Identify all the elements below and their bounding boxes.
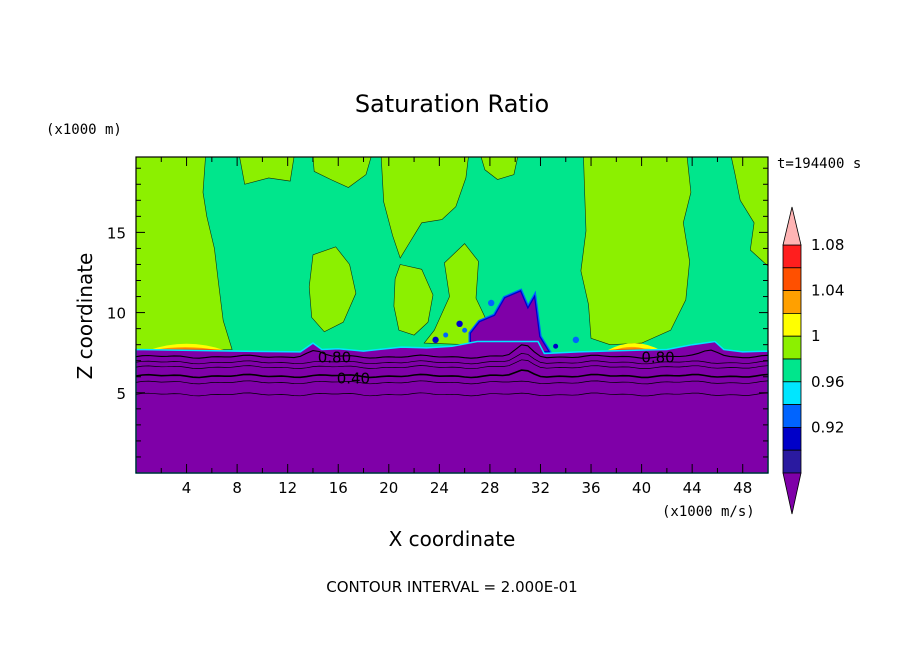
green-region — [580, 156, 692, 346]
colorbar-swatch — [782, 267, 802, 291]
contour-interval-note: CONTOUR INTERVAL = 2.000E-01 — [326, 578, 577, 596]
x-tick-label: 4 — [182, 479, 192, 497]
x-tick-label: 8 — [232, 479, 242, 497]
contour-line — [135, 359, 769, 370]
colorbar-swatch — [782, 358, 802, 383]
cloud-speck — [553, 343, 559, 349]
y-tick-label: 10 — [107, 305, 126, 323]
x-tick-label: 12 — [278, 479, 297, 497]
colorbar-swatch — [782, 381, 802, 405]
colorbar-swatch — [782, 449, 802, 474]
x-tick-label: 28 — [480, 479, 499, 497]
colorbar-swatch — [782, 404, 802, 428]
x-tick-label: 32 — [531, 479, 550, 497]
plot-frame — [135, 156, 769, 474]
contour-line — [135, 369, 769, 379]
cloud-speck — [487, 299, 495, 307]
colorbar-bottom-arrow — [782, 472, 802, 515]
time-label: t=194400 s — [777, 156, 861, 172]
green-region — [393, 264, 434, 336]
colorbar-tick-label: 0.96 — [811, 373, 844, 391]
colorbar-swatch — [782, 312, 802, 337]
colorbar-tick-label: 1.04 — [811, 282, 844, 300]
dry-layer-edge — [135, 340, 769, 474]
colorbar-swatch — [782, 335, 802, 360]
colorbar-swatch — [782, 426, 802, 451]
x-tick-label: 24 — [430, 479, 449, 497]
y-axis-ticks: 5 10 15 — [107, 167, 768, 458]
plot-area: 0.80 0.80 0.40 — [135, 156, 769, 474]
x-tick-label: 40 — [632, 479, 651, 497]
saturation-field — [135, 156, 769, 474]
colorbar-tick-label: 0.92 — [811, 418, 844, 436]
colorbar-tick-label: 1 — [811, 327, 821, 345]
cloud-tower — [471, 291, 549, 352]
contour-label: 0.80 — [318, 349, 351, 367]
x-tick-label: 48 — [733, 479, 752, 497]
contour-line — [135, 353, 769, 365]
y-unit-label: (x1000 m) — [46, 122, 122, 138]
chart-title: Saturation Ratio — [355, 90, 549, 118]
y-tick-label: 5 — [116, 385, 126, 403]
cloud-speck — [456, 320, 463, 328]
x-axis-ticks: 4 8 12 16 20 24 28 32 36 40 44 48 — [160, 157, 752, 497]
cloud-speck — [462, 327, 468, 333]
contour-line — [135, 392, 769, 397]
dry-layer — [136, 341, 768, 473]
y-tick-label: 15 — [107, 224, 126, 242]
contour-lines — [135, 344, 769, 397]
green-region — [380, 156, 469, 259]
colorbar-swatch — [782, 244, 802, 269]
colorbar-tick-label: 1.08 — [811, 236, 844, 254]
x-tick-label: 16 — [329, 479, 348, 497]
green-region — [308, 246, 357, 333]
cloud-speck — [432, 336, 439, 344]
cloud-speck — [443, 332, 449, 338]
colorbar-swatch — [782, 290, 802, 314]
contour-line — [135, 344, 769, 359]
contour-line — [135, 380, 769, 385]
x-unit-label: (x1000 m/s) — [662, 504, 755, 520]
contour-label: 0.80 — [641, 349, 674, 367]
contour-labels: 0.80 0.80 0.40 — [318, 349, 675, 388]
contour-label: 0.40 — [337, 369, 370, 387]
x-axis-label: X coordinate — [389, 527, 516, 551]
colorbar-top-arrow — [782, 206, 802, 246]
x-tick-label: 20 — [379, 479, 398, 497]
colorbar: 0.92 0.96 1 1.04 1.08 — [782, 206, 844, 515]
y-axis-label: Z coordinate — [73, 253, 97, 380]
x-tick-label: 44 — [683, 479, 702, 497]
cloud-speck — [572, 336, 580, 344]
x-tick-label: 36 — [581, 479, 600, 497]
